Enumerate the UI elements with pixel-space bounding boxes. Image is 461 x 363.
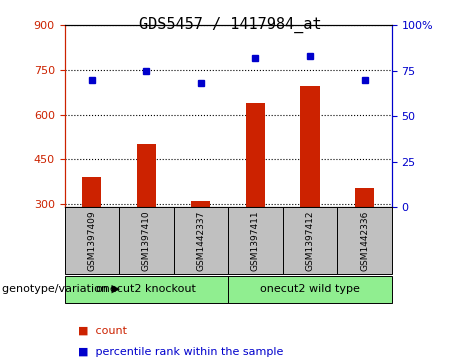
Bar [246, 103, 265, 207]
Text: genotype/variation ▶: genotype/variation ▶ [2, 285, 120, 294]
Text: GSM1397410: GSM1397410 [142, 210, 151, 271]
Text: GSM1442336: GSM1442336 [360, 210, 369, 271]
Text: onecut2 wild type: onecut2 wild type [260, 285, 360, 294]
Text: ■  percentile rank within the sample: ■ percentile rank within the sample [78, 347, 284, 357]
Text: onecut2 knockout: onecut2 knockout [96, 285, 196, 294]
Bar [82, 177, 101, 207]
Bar [301, 86, 319, 207]
Text: GDS5457 / 1417984_at: GDS5457 / 1417984_at [139, 16, 322, 33]
Text: GSM1397412: GSM1397412 [306, 210, 314, 271]
Bar [137, 144, 156, 207]
Text: ■  count: ■ count [78, 325, 127, 335]
Text: GSM1442337: GSM1442337 [196, 210, 206, 271]
Bar [191, 201, 211, 207]
Text: GSM1397411: GSM1397411 [251, 210, 260, 271]
Text: GSM1397409: GSM1397409 [87, 210, 96, 271]
Bar [355, 188, 374, 207]
